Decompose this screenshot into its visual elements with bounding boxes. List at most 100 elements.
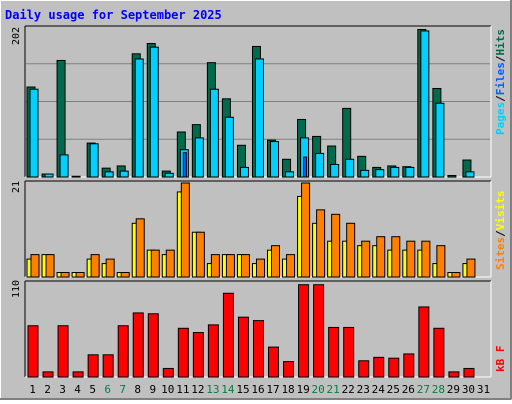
x-tick-label: 2 [44,383,51,396]
bar-kbf [358,360,370,378]
legend-sites: Sites [494,237,507,270]
bar-files [360,169,370,178]
x-tick-label: 9 [149,383,156,396]
x-tick-label: 10 [161,383,174,396]
x-tick-label: 6 [104,383,111,396]
bar-sites [331,213,341,278]
bar-sites [210,254,220,278]
bar-kbf [87,354,99,378]
bar-kbf [433,327,445,378]
bar-sites [60,272,70,278]
bar-kbf [162,367,174,378]
bar-kbf [373,356,385,378]
bar-sites [225,254,235,278]
bar-sites [150,249,160,278]
bar-files [254,58,264,178]
ymax-label-visits: 21 [11,181,22,193]
bar-files [270,141,280,178]
svg-text:Sites/Visits: Sites/Visits [494,191,507,271]
bar-sites [316,209,326,278]
bar-kbf [27,325,39,378]
x-tick-label: 29 [447,383,460,396]
bar-sites [165,249,175,278]
x-tick-label: 1 [29,383,36,396]
bar-files [134,58,144,178]
legend-bottom: kB F [494,346,507,373]
x-tick-label: 11 [176,383,189,396]
x-tick-label: 24 [372,383,386,396]
bar-files [239,166,249,178]
bar-files [89,143,99,178]
bar-sites [391,236,401,278]
x-tick-label: 20 [312,383,325,396]
x-tick-label: 22 [342,383,355,396]
bar-kbf [102,354,114,378]
bar-files [285,171,295,178]
x-tick-label: 12 [191,383,204,396]
bar-files [345,158,355,178]
legend-pages: Pages [494,102,507,135]
bar-files [375,169,385,178]
bar-files [435,102,445,178]
bar-sites [195,231,205,278]
ticks: 1 2 3 4 5 6 7 8 9 10 11 12 13 14 15 16 17 18 19 20 21 22 23 24 2… [29,383,490,396]
bar-files [164,172,174,178]
bar-sites [30,254,40,278]
bar-kbf [42,371,54,378]
bar-sites [421,240,431,278]
legend-sep-2: / [494,55,507,62]
x-tick-label: 19 [296,383,309,396]
legend-sep-3: / [494,230,507,237]
bar-sites [135,218,145,278]
bar-sites [466,258,476,278]
ymax-label-hits: 202 [11,27,22,45]
bar-kbf [132,312,144,378]
x-tick-label: 16 [251,383,264,396]
bar-sites [240,254,250,278]
bar-sites [120,272,130,278]
legend-hits: Hits [494,29,507,56]
legend-visits: Visits [494,191,507,231]
bar-sites [90,254,100,278]
x-tick-label: 25 [387,383,400,396]
bars [26,28,476,378]
bar-kbf [237,316,249,378]
bar-sites [45,254,55,278]
x-tick-label: 8 [134,383,141,396]
bar-kbf [268,346,280,378]
x-tick-label: 28 [432,383,445,396]
bar-files [44,173,54,178]
bar-pages [182,152,187,178]
bar-kbf [117,325,129,378]
x-tick-label: 26 [402,383,415,396]
x-tick-label: 21 [327,383,340,396]
bar-kbf [463,367,475,378]
bar-kbf [57,325,69,378]
bar-files [104,171,114,178]
bar-sites [376,236,386,278]
bar-kbf [313,284,325,378]
bar-files [119,170,129,178]
bar-sites [301,182,311,278]
bar-kbf [252,320,264,378]
bar-pages [303,156,308,178]
x-tick-label: 14 [221,383,235,396]
bar-files [465,171,475,178]
bar-sites [255,258,265,278]
x-tick-label: 4 [74,383,81,396]
bar-sites [271,245,281,278]
bar-files [149,46,159,178]
legend-top: Pages/Files/Hits [494,29,507,135]
x-tick-label: 17 [266,383,279,396]
x-tick-label: 15 [236,383,249,396]
bar-kbf [192,332,204,378]
bar-sites [346,222,356,278]
bar-files [420,30,430,178]
bar-files [59,154,69,178]
bar-kbf [207,324,219,378]
bar-files [390,166,400,178]
x-tick-label: 23 [357,383,370,396]
bar-kbf [177,327,189,378]
